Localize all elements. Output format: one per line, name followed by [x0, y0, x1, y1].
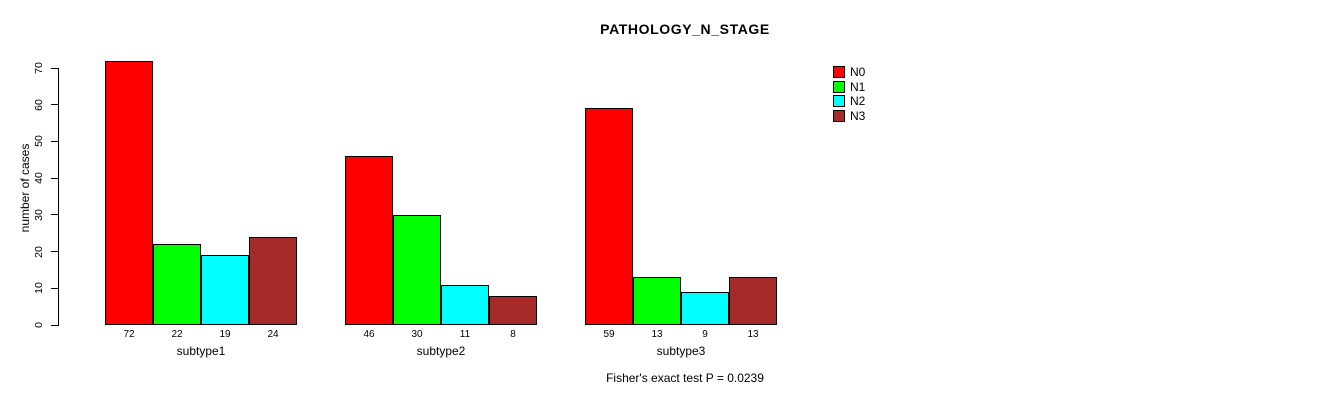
y-axis-tick	[51, 140, 58, 142]
y-axis-tick	[51, 287, 58, 289]
legend-swatch-n2	[833, 95, 845, 107]
y-axis-tick-label: 10	[33, 282, 45, 295]
y-axis-tick-label: 20	[33, 245, 45, 258]
bar-value-label: 30	[411, 329, 423, 340]
bar-n0-subtype2	[345, 156, 393, 325]
legend-label-n1: N1	[850, 79, 866, 94]
bar-value-label: 59	[603, 329, 615, 340]
bar-n1-subtype3	[633, 277, 681, 325]
legend-swatch-n3	[833, 109, 845, 122]
legend-label-n3: N3	[850, 108, 866, 123]
bar-n2-subtype1	[201, 255, 249, 325]
bar-value-label: 24	[267, 329, 279, 340]
bar-value-label: 19	[219, 329, 231, 340]
bar-value-label: 11	[459, 329, 471, 340]
legend-swatch-n1	[833, 80, 845, 93]
bar-value-label: 22	[171, 329, 183, 340]
bar-value-label: 46	[363, 329, 375, 340]
bar-value-label: 8	[510, 329, 516, 340]
y-axis-tick	[51, 104, 58, 106]
bar-n2-subtype3	[681, 292, 729, 325]
bar-n0-subtype3	[585, 108, 633, 325]
y-axis-tick-label: 0	[33, 322, 45, 328]
y-axis-tick-label: 30	[33, 209, 45, 221]
bar-value-label: 9	[702, 329, 708, 340]
bar-n2-subtype2	[441, 285, 489, 325]
y-axis-tick-label: 60	[33, 98, 45, 111]
bar-n3-subtype3	[729, 277, 777, 325]
legend-swatch-n0	[833, 66, 845, 78]
bar-n3-subtype1	[249, 237, 297, 325]
y-axis-tick	[51, 251, 58, 253]
annotation-fisher-test: Fisher's exact test P = 0.0239	[606, 371, 764, 385]
y-axis-tick	[51, 214, 58, 216]
bar-value-label: 13	[747, 329, 759, 340]
y-axis-tick	[51, 67, 58, 69]
y-axis-tick-label: 70	[33, 62, 45, 74]
bar-n1-subtype2	[393, 215, 441, 325]
chart-title: PATHOLOGY_N_STAGE	[600, 21, 770, 37]
y-axis-tick-label: 40	[33, 172, 45, 184]
bar-n3-subtype2	[489, 296, 537, 325]
y-axis-tick	[51, 324, 58, 326]
y-axis-tick-label: 50	[33, 135, 45, 148]
bar-n0-subtype1	[105, 61, 153, 325]
bar-value-label: 13	[651, 329, 663, 340]
legend-label-n2: N2	[850, 94, 866, 108]
x-category-label-subtype2: subtype2	[416, 344, 466, 358]
x-category-label-subtype1: subtype1	[176, 344, 226, 358]
bar-n1-subtype1	[153, 244, 201, 325]
y-axis-line	[58, 68, 59, 326]
bar-value-label: 72	[123, 329, 135, 340]
legend-label-n0: N0	[850, 65, 866, 79]
y-axis-tick	[51, 177, 58, 179]
x-category-label-subtype3: subtype3	[656, 344, 706, 358]
y-axis-title: number of cases	[18, 143, 32, 233]
